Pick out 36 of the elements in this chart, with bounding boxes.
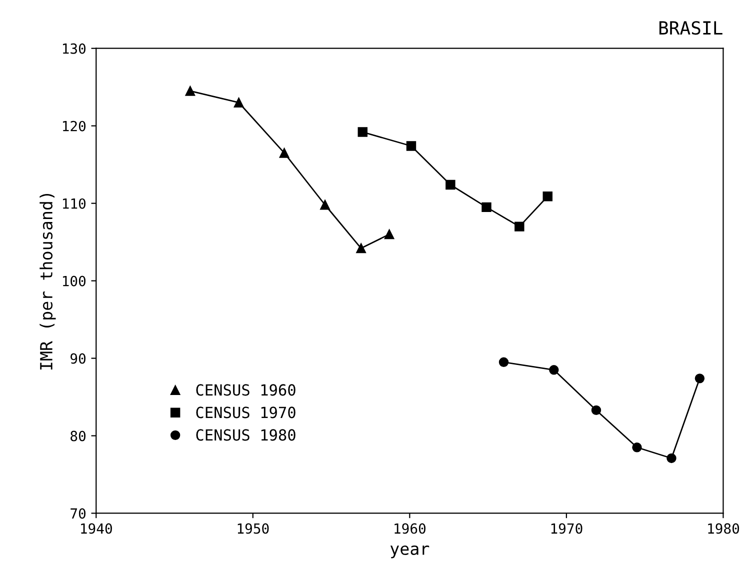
point bbox=[358, 127, 368, 137]
y-tick-label: 120 bbox=[62, 120, 86, 132]
point bbox=[632, 442, 642, 452]
x-axis-title: year bbox=[390, 545, 430, 558]
y-tick-label: 130 bbox=[62, 43, 86, 54]
point bbox=[694, 374, 705, 384]
point bbox=[320, 200, 330, 210]
point bbox=[446, 180, 456, 190]
point bbox=[356, 243, 366, 254]
y-tick-label: 70 bbox=[70, 508, 86, 519]
point bbox=[384, 229, 394, 240]
x-tick-label: 1960 bbox=[394, 523, 426, 534]
legend-label: CENSUS 1970 bbox=[196, 406, 296, 418]
x-tick-label: 1970 bbox=[551, 523, 582, 534]
x-tick-label: 1950 bbox=[238, 523, 269, 534]
x-tick-label: 1940 bbox=[81, 523, 112, 534]
point bbox=[591, 405, 602, 416]
x-tick-label: 1980 bbox=[708, 523, 740, 534]
point bbox=[514, 222, 524, 232]
point bbox=[549, 365, 559, 375]
y-axis-title: IMR (per thousand) bbox=[40, 194, 56, 370]
legend-label: CENSUS 1960 bbox=[196, 384, 296, 396]
y-tick-label: 100 bbox=[62, 276, 86, 286]
y-tick-label: 80 bbox=[70, 430, 86, 442]
y-tick-label: 90 bbox=[70, 353, 86, 364]
y-tick-label: 110 bbox=[62, 198, 86, 209]
legend-label: CENSUS 1980 bbox=[196, 429, 296, 441]
point bbox=[406, 141, 416, 151]
point bbox=[498, 357, 509, 368]
point bbox=[279, 148, 290, 158]
point bbox=[234, 98, 244, 108]
point bbox=[666, 453, 676, 464]
chart-title: BRASIL bbox=[659, 21, 722, 35]
point bbox=[542, 191, 552, 202]
point bbox=[482, 202, 492, 212]
point bbox=[185, 86, 196, 96]
